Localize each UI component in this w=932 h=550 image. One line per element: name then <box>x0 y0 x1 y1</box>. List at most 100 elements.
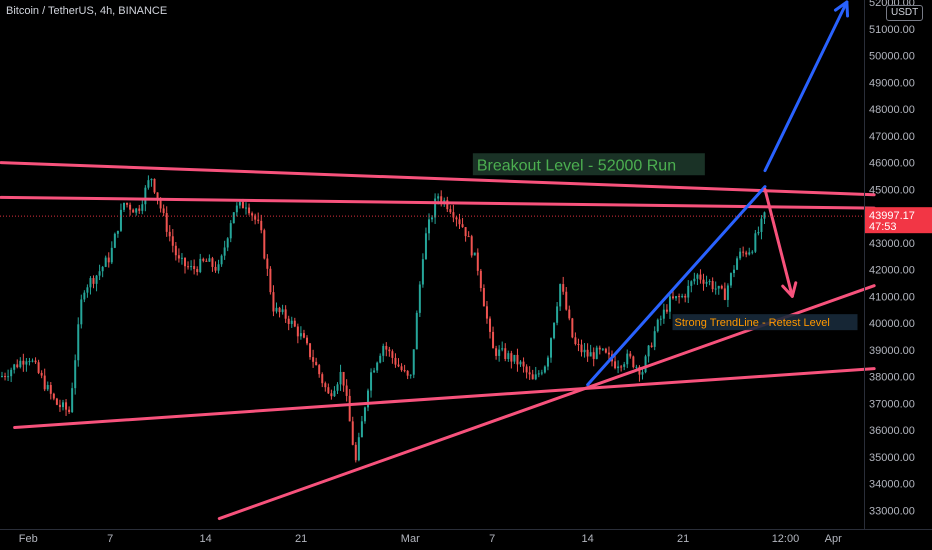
candle-body <box>742 251 745 253</box>
candle-body <box>144 187 147 205</box>
candle-body <box>214 266 217 271</box>
candle-body <box>617 366 620 369</box>
candle-body <box>254 215 257 220</box>
candle-body <box>263 230 266 259</box>
candle-body <box>299 333 302 337</box>
candle-body <box>46 385 49 390</box>
candle-body <box>379 355 382 363</box>
candle-body <box>745 252 748 255</box>
time-tick-label: 7 <box>489 533 495 545</box>
candle-body <box>13 364 16 370</box>
candle-body <box>257 219 260 221</box>
candle-body <box>34 360 37 363</box>
candle-body <box>678 296 681 298</box>
candle-body <box>202 258 205 261</box>
candle-body <box>177 255 180 259</box>
candle-body <box>620 366 623 368</box>
candle-body <box>726 285 729 300</box>
candle-body <box>159 199 162 209</box>
candle-body <box>312 357 315 362</box>
candle-body <box>357 437 360 461</box>
candle-body <box>604 348 607 353</box>
candle-body <box>272 292 275 312</box>
candle-body <box>132 209 135 213</box>
candle-body <box>376 362 379 371</box>
candle-body <box>681 295 684 298</box>
candle-body <box>568 309 571 319</box>
bar-countdown: 47:53 <box>869 221 897 233</box>
candle-body <box>205 260 208 262</box>
candle-body <box>418 284 421 313</box>
price-tick-label: 46000.00 <box>869 158 915 170</box>
candle-body <box>598 347 601 350</box>
candle-body <box>607 352 610 355</box>
candle-body <box>382 345 385 356</box>
candle-body <box>226 238 229 248</box>
candle-body <box>77 324 80 361</box>
candle-body <box>754 233 757 252</box>
projection-down-line <box>763 187 794 298</box>
candle-body <box>330 393 333 397</box>
candle-body <box>293 320 296 327</box>
price-tick-label: 42000.00 <box>869 265 915 277</box>
candle-body <box>363 407 366 422</box>
time-tick-label: Feb <box>19 533 38 545</box>
candle-body <box>537 373 540 375</box>
time-axis[interactable]: Feb 7 14 21 Mar 7 14 21 12:00 Apr <box>0 529 932 546</box>
candle-body <box>492 331 495 349</box>
candle-body <box>321 374 324 384</box>
breakout-label: Breakout Level - 52000 Run <box>477 157 676 174</box>
candle-body <box>150 178 153 181</box>
price-tick-label: 49000.00 <box>869 77 915 89</box>
candle-body <box>739 251 742 259</box>
candle-body <box>495 348 498 356</box>
candle-body <box>400 366 403 371</box>
candle-body <box>354 444 357 461</box>
candle-body <box>342 371 345 386</box>
candle-body <box>165 213 168 232</box>
candle-body <box>101 266 104 272</box>
candle-body <box>345 385 348 396</box>
candle-body <box>583 349 586 353</box>
candle-body <box>220 255 223 265</box>
candle-body <box>25 361 28 365</box>
candle-body <box>522 361 525 367</box>
last-price-value: 43997.17 <box>869 210 915 222</box>
annotations[interactable]: Breakout Level - 52000 Run Strong TrendLi… <box>472 153 858 331</box>
candle-body <box>235 205 238 213</box>
time-tick-label: Apr <box>825 533 842 545</box>
candle-body <box>281 309 284 313</box>
price-axis[interactable]: 33000.00 34000.00 35000.00 36000.00 37000.00… <box>0 0 932 529</box>
candle-body <box>635 366 638 368</box>
candle-body <box>28 361 31 363</box>
candle-body <box>52 393 55 399</box>
candle-body <box>485 306 488 319</box>
candle-body <box>55 398 58 405</box>
candle-body <box>49 385 52 394</box>
candle-body <box>443 200 446 203</box>
time-tick-label: 7 <box>107 533 113 545</box>
candle-body <box>543 366 546 373</box>
time-tick-label: 21 <box>295 533 307 545</box>
candle-body <box>135 208 138 213</box>
candle-body <box>113 233 116 248</box>
candle-body <box>19 360 22 368</box>
candle-body <box>31 360 34 362</box>
candle-body <box>623 364 626 367</box>
candle-body <box>458 219 461 225</box>
currency-button[interactable]: USDT <box>886 5 924 21</box>
candle-body <box>193 266 196 270</box>
candle-body <box>516 354 519 365</box>
candle-body <box>577 344 580 346</box>
trendlines[interactable] <box>0 0 876 521</box>
candle-body <box>208 258 211 262</box>
candle-body <box>647 345 650 357</box>
candle-body <box>223 247 226 256</box>
candle-body <box>546 357 549 367</box>
price-tick-label: 36000.00 <box>869 425 915 437</box>
candle-body <box>98 271 101 276</box>
candle-body <box>351 421 354 445</box>
candle-body <box>626 353 629 365</box>
